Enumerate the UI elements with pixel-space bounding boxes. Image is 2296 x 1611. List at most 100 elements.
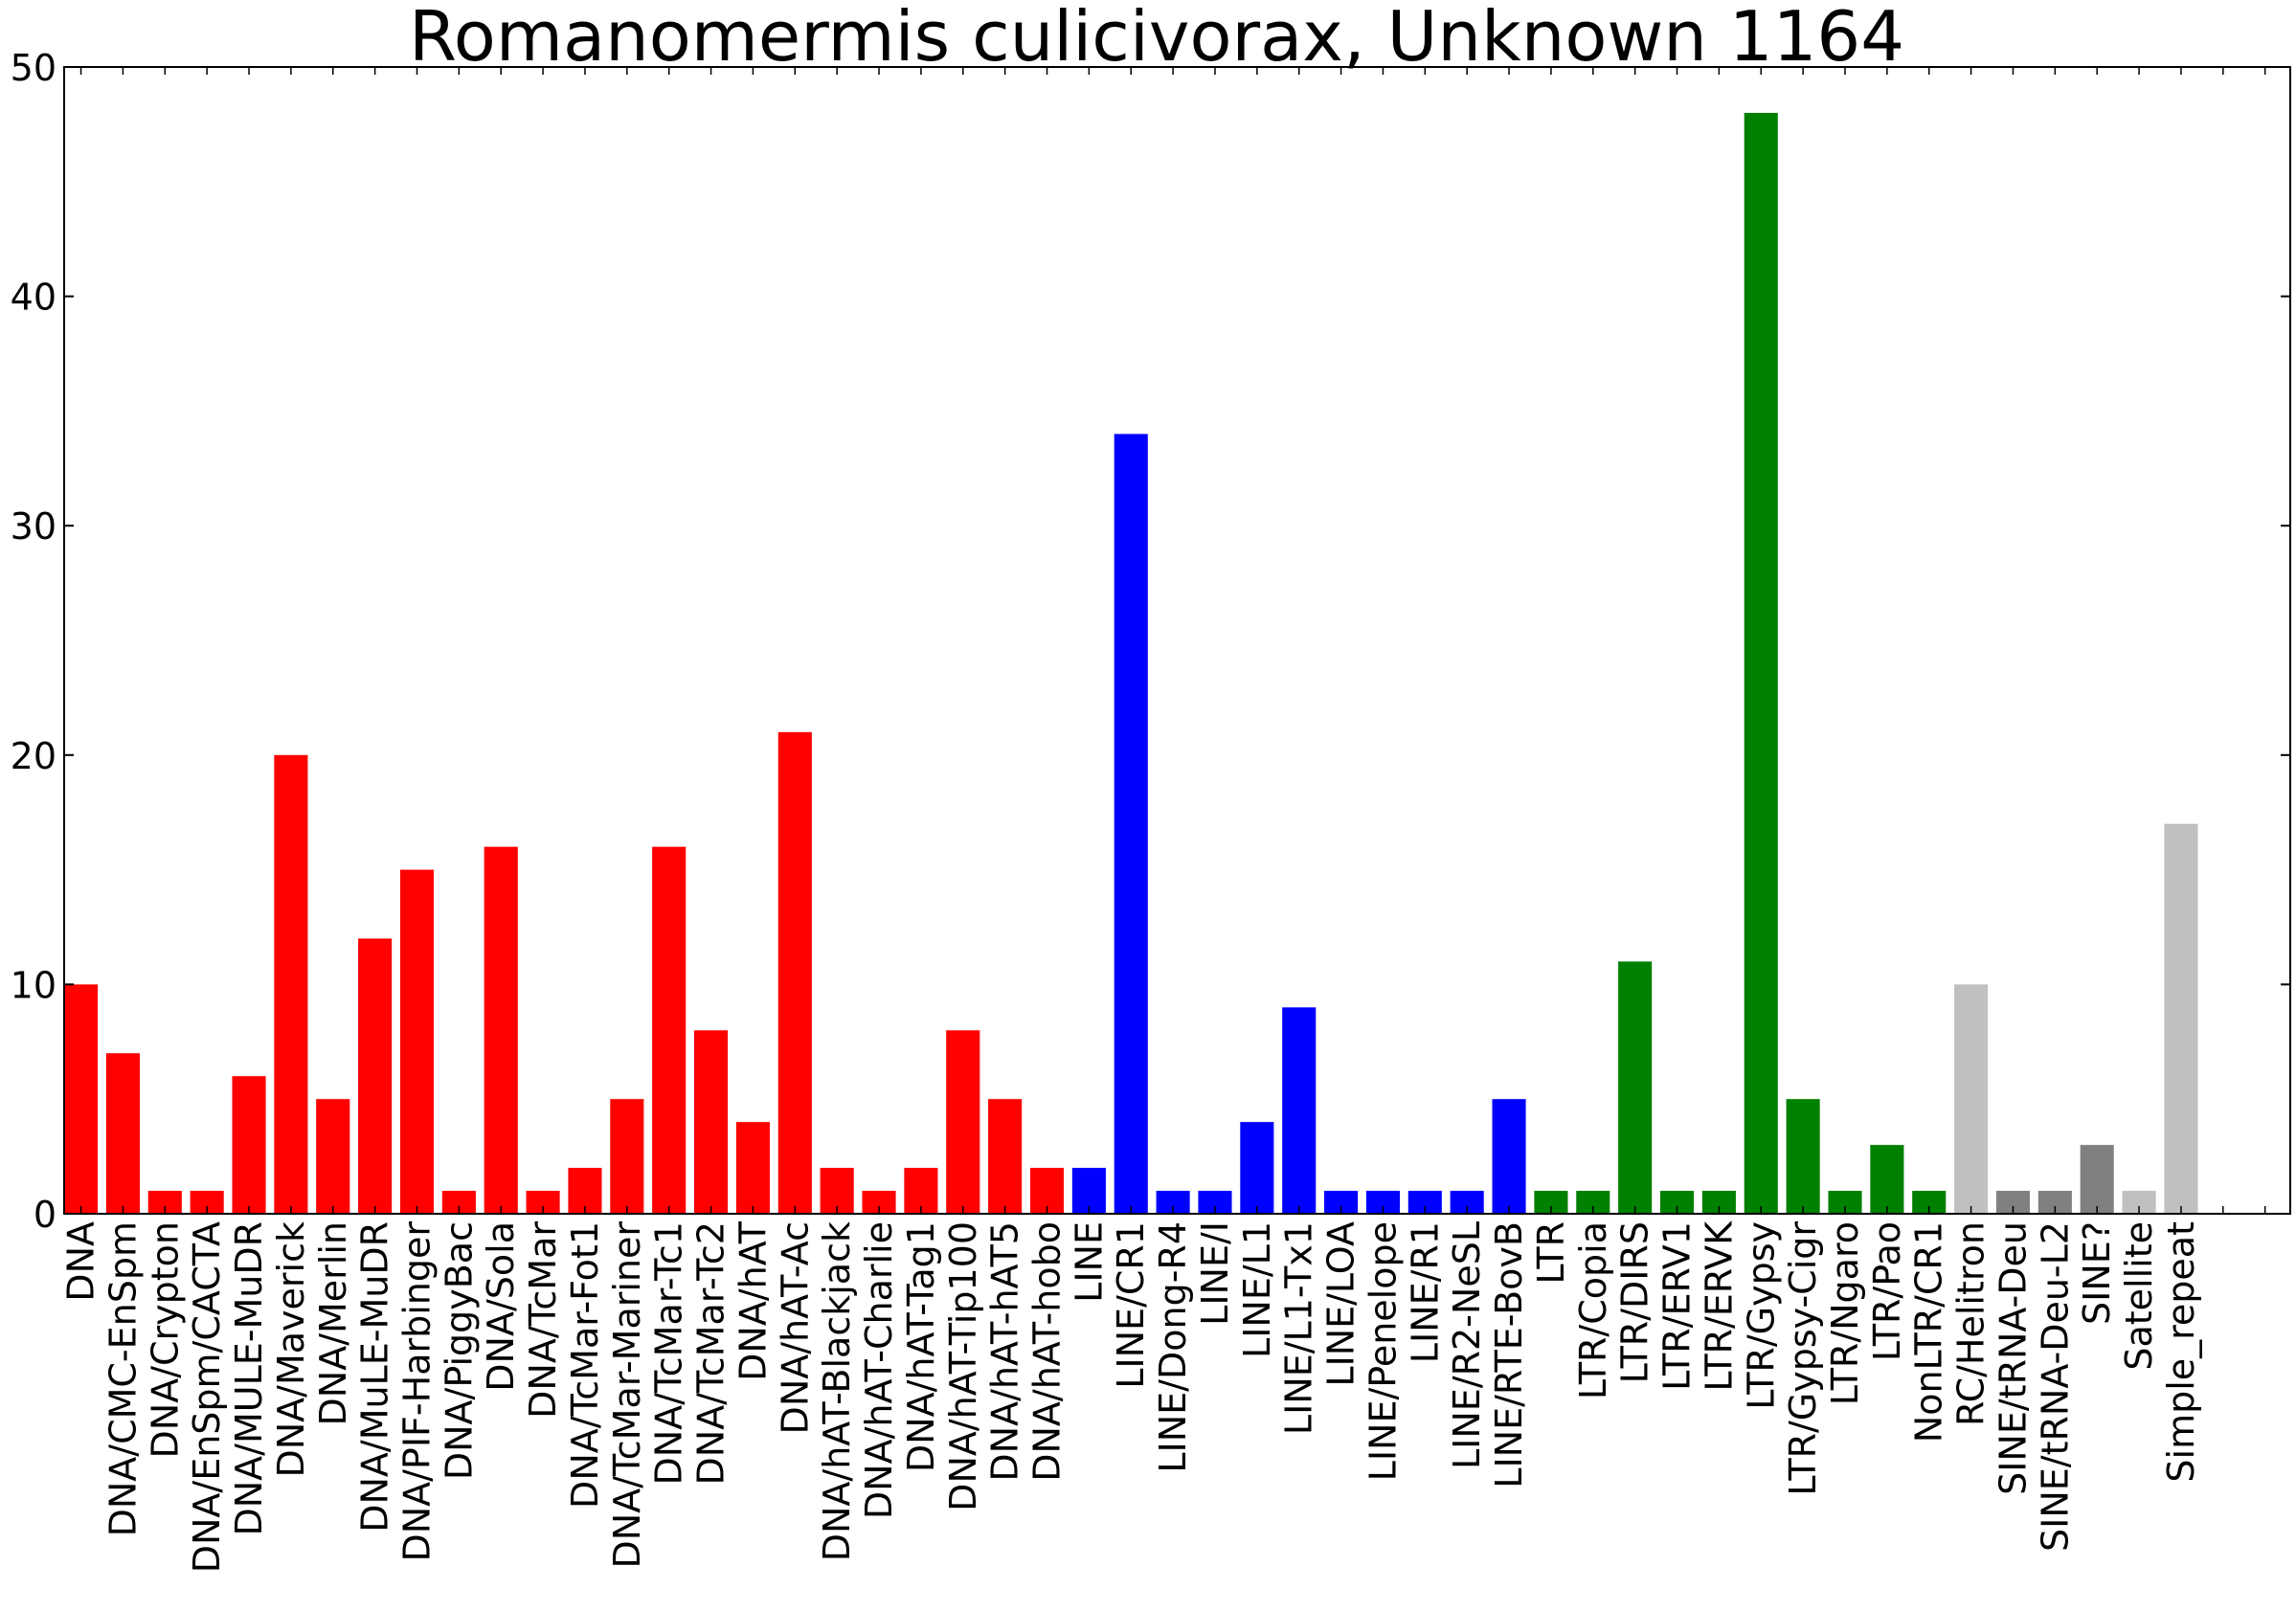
bar-3: [190, 1191, 224, 1214]
x-tick-label: LINE/Penelope: [1362, 1221, 1404, 1481]
bar-4: [232, 1076, 266, 1214]
bar-29: [1282, 1007, 1317, 1214]
y-tick-label: 30: [11, 505, 56, 548]
bar-39: [1701, 1191, 1736, 1214]
bar-9: [441, 1191, 476, 1214]
x-tick-label: DNA: [60, 1221, 102, 1302]
x-tick-label: LINE: [1068, 1221, 1110, 1303]
x-tick-label: LTR/Ngaro: [1824, 1221, 1866, 1405]
bar-1: [105, 1053, 140, 1214]
x-tick-label: DNA/Merlin: [312, 1221, 354, 1425]
y-tick-label: 0: [34, 1194, 56, 1236]
bar-10: [484, 846, 518, 1214]
bar-13: [610, 1099, 644, 1214]
x-tick-label: LTR: [1530, 1221, 1572, 1285]
x-tick-label: LTR/Gypsy-Cigr: [1782, 1221, 1824, 1496]
bar-0: [64, 984, 99, 1214]
bar-40: [1744, 112, 1778, 1214]
bar-14: [652, 846, 687, 1214]
bar-50: [2164, 823, 2198, 1214]
bar-11: [526, 1191, 560, 1214]
x-tick-label: DNA/CMC-EnSpm: [101, 1221, 144, 1536]
bar-8: [399, 869, 435, 1214]
bar-46: [1995, 1191, 2031, 1214]
bar-25: [1114, 434, 1148, 1214]
x-tick-label: DNA/TcMar: [522, 1221, 564, 1419]
x-tick-label: DNA/PiggyBac: [438, 1221, 480, 1480]
bar-30: [1324, 1191, 1359, 1214]
x-tick-label: DNA/TcMar-Tc1: [648, 1221, 690, 1485]
y-tick-label: 10: [11, 964, 56, 1006]
bar-38: [1659, 1191, 1695, 1214]
bar-33: [1450, 1191, 1484, 1214]
x-tick-label: LINE/CR1: [1110, 1221, 1152, 1389]
x-tick-label: Simple_repeat: [2160, 1221, 2202, 1483]
x-tick-label: DNA/hAT: [732, 1220, 774, 1381]
x-tick-label: DNA/hAT-hobo: [1026, 1221, 1069, 1482]
bar-16: [735, 1122, 770, 1214]
x-tick-label: LTR/Gypsy: [1740, 1221, 1782, 1410]
bar-37: [1618, 961, 1653, 1214]
x-tick-label: LINE/Dong-R4: [1152, 1221, 1194, 1473]
x-tick-label: LINE/RTE-BovB: [1488, 1221, 1530, 1488]
bar-41: [1786, 1099, 1820, 1214]
x-tick-label: LTR/Copia: [1572, 1221, 1614, 1399]
bar-21: [946, 1030, 980, 1214]
bar-17: [777, 731, 812, 1214]
x-tick-label: DNA/Sola: [480, 1221, 522, 1392]
x-tick-label: DNA/TcMar-Tc2: [690, 1221, 732, 1485]
x-tick-label: LTR/ERV1: [1656, 1221, 1699, 1391]
x-tick-label: RC/Helitron: [1950, 1221, 1992, 1426]
x-tick-label: LINE/LOA: [1320, 1221, 1362, 1387]
x-tick-label: LTR/ERVK: [1698, 1220, 1740, 1392]
y-tick-label: 50: [11, 47, 56, 89]
x-tick-label: DNA/PIF-Harbinger: [395, 1221, 438, 1562]
bar-7: [358, 938, 393, 1214]
x-axis: DNA DNA/CMC-EnSpm DNA/Crypton DNA/EnSpm/CAC…: [60, 67, 2266, 1573]
x-tick-label: DNA/TcMar-Mariner: [606, 1221, 648, 1569]
bar-31: [1365, 1191, 1400, 1214]
bar-27: [1198, 1191, 1232, 1214]
bar-45: [1954, 984, 1989, 1214]
bar-48: [2080, 1145, 2114, 1214]
x-tick-label: SINE/tRNA-Deu: [1992, 1221, 2034, 1495]
x-tick-label: NonLTR/CR1: [1908, 1221, 1950, 1443]
bar-22: [988, 1099, 1023, 1214]
bar-15: [694, 1030, 729, 1214]
x-tick-label: DNA/MuLE-MuDR: [354, 1221, 396, 1533]
bar-47: [2037, 1191, 2072, 1214]
bar-28: [1240, 1122, 1274, 1214]
bar-36: [1576, 1191, 1610, 1214]
x-tick-label: DNA/hAT-Ac: [774, 1221, 816, 1434]
x-tick-label: DNA/hAT-Charlie: [858, 1221, 900, 1519]
x-tick-label: Satellite: [2118, 1221, 2160, 1371]
bar-26: [1156, 1191, 1190, 1214]
x-tick-label: SINE/tRNA-Deu-L2: [2034, 1221, 2076, 1552]
bar-34: [1492, 1099, 1526, 1214]
bar-32: [1407, 1191, 1442, 1214]
x-tick-label: LINE/L1-Tx1: [1278, 1221, 1320, 1435]
bar-35: [1534, 1191, 1568, 1214]
bar-19: [862, 1191, 896, 1214]
x-tick-label: LINE/R2-NeSL: [1446, 1221, 1488, 1469]
bar-49: [2122, 1191, 2156, 1214]
bar-2: [147, 1191, 182, 1214]
x-tick-label: LINE/R1: [1404, 1221, 1446, 1363]
chart-title: Romanomermis culicivorax, Unknown 1164: [409, 0, 1904, 77]
bar-6: [316, 1099, 350, 1214]
x-tick-label: LINE/I: [1194, 1221, 1236, 1326]
y-axis: 0 10 20 30 40 50: [11, 47, 2290, 1236]
bar-42: [1828, 1191, 1862, 1214]
x-tick-label: SINE?: [2076, 1221, 2118, 1325]
y-tick-label: 20: [11, 735, 56, 777]
x-tick-label: LINE/L1: [1236, 1221, 1278, 1358]
x-tick-label: DNA/Crypton: [144, 1221, 186, 1458]
x-tick-label: DNA/EnSpm/CACTA: [186, 1221, 228, 1573]
x-tick-label: DNA/hAT-Blackjack: [816, 1221, 858, 1561]
x-tick-label: LTR/Pao: [1866, 1221, 1908, 1361]
y-tick-label: 40: [11, 277, 56, 319]
x-tick-label: DNA/TcMar-Fot1: [564, 1221, 606, 1509]
bar-44: [1912, 1191, 1947, 1214]
x-tick-label: LTR/DIRS: [1614, 1221, 1656, 1383]
